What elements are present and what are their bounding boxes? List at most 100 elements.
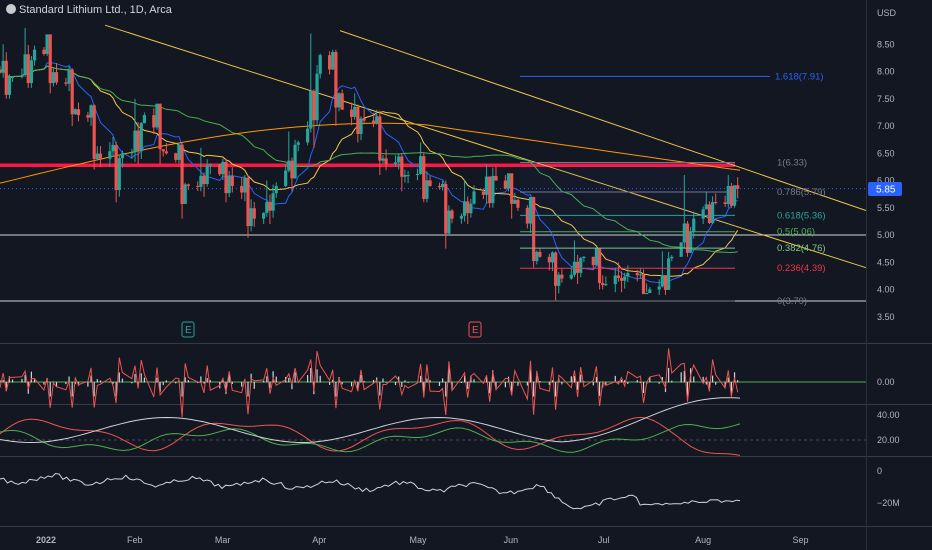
candle-body[interactable]: [152, 115, 156, 128]
candle-body[interactable]: [447, 210, 451, 234]
candle-body[interactable]: [133, 130, 137, 153]
candle-body[interactable]: [648, 289, 652, 293]
oscillator-pane[interactable]: 0.00: [0, 348, 895, 418]
candle-body[interactable]: [591, 256, 595, 266]
price-pane[interactable]: [0, 24, 867, 302]
candle-body[interactable]: [174, 153, 178, 160]
candle-body[interactable]: [444, 183, 448, 234]
candle-body[interactable]: [472, 191, 476, 204]
volume-oscillator-pane[interactable]: 0 −20M: [0, 466, 900, 510]
candle-body[interactable]: [284, 170, 288, 186]
fib-extension[interactable]: 1.618(7.91) 1(6.33) 0.786(5.79) 0.618(5.36)…: [520, 71, 826, 307]
candle-body[interactable]: [626, 273, 630, 277]
candle-body[interactable]: [513, 199, 517, 204]
candle-body[interactable]: [48, 34, 52, 84]
candle-body[interactable]: [685, 223, 690, 253]
candle-body[interactable]: [73, 109, 77, 115]
candle-body[interactable]: [616, 275, 621, 278]
candle-body[interactable]: [657, 286, 661, 290]
candle-body[interactable]: [111, 144, 115, 152]
candle-body[interactable]: [161, 149, 165, 152]
candle-body[interactable]: [155, 103, 159, 128]
candle-body[interactable]: [4, 60, 8, 95]
candle-body[interactable]: [89, 105, 93, 118]
candle-body[interactable]: [663, 275, 668, 290]
candle-body[interactable]: [707, 204, 712, 224]
candle-body[interactable]: [249, 208, 253, 227]
candle-body[interactable]: [635, 273, 639, 276]
candle-body[interactable]: [221, 161, 225, 175]
candle-body[interactable]: [246, 177, 250, 227]
candle-body[interactable]: [619, 277, 624, 281]
candle-body[interactable]: [371, 120, 376, 124]
candle-body[interactable]: [575, 261, 580, 273]
candle-body[interactable]: [293, 144, 297, 179]
candle-body[interactable]: [337, 93, 341, 108]
candle-body[interactable]: [645, 292, 649, 295]
candle-body[interactable]: [218, 164, 222, 175]
candle-body[interactable]: [271, 193, 275, 211]
candle-body[interactable]: [557, 274, 561, 286]
candle-body[interactable]: [136, 130, 140, 152]
candle-body[interactable]: [638, 274, 642, 276]
candle-body[interactable]: [484, 176, 489, 195]
candle-body[interactable]: [120, 153, 125, 159]
candle-body[interactable]: [506, 173, 511, 189]
candle-body[interactable]: [265, 202, 269, 213]
candle-body[interactable]: [667, 258, 671, 290]
candle-body[interactable]: [406, 175, 410, 177]
candle-body[interactable]: [469, 203, 473, 214]
candle-body[interactable]: [331, 52, 335, 70]
candle-body[interactable]: [252, 208, 256, 219]
candle-body[interactable]: [494, 175, 498, 181]
candle-body[interactable]: [641, 274, 646, 295]
candle-body[interactable]: [180, 144, 184, 205]
candle-body[interactable]: [689, 231, 693, 253]
candle-body[interactable]: [29, 60, 33, 84]
candle-body[interactable]: [547, 256, 551, 263]
candle-body[interactable]: [604, 284, 608, 286]
candle-body[interactable]: [660, 275, 664, 287]
candle-body[interactable]: [306, 128, 310, 143]
candle-body[interactable]: [0, 71, 2, 73]
candle-body[interactable]: [1, 60, 5, 73]
candle-body[interactable]: [488, 176, 492, 204]
candle-body[interactable]: [381, 158, 385, 161]
candle-body[interactable]: [560, 274, 564, 279]
candle-body[interactable]: [601, 283, 605, 286]
candle-body[interactable]: [736, 185, 740, 189]
candle-body[interactable]: [613, 275, 617, 285]
candle-body[interactable]: [20, 75, 24, 77]
candle-body[interactable]: [268, 202, 272, 211]
candle-body[interactable]: [117, 158, 121, 191]
trendline[interactable]: [104, 24, 867, 269]
candle-body[interactable]: [459, 215, 464, 219]
candle-body[interactable]: [243, 177, 247, 193]
candle-body[interactable]: [732, 185, 737, 206]
candle-body[interactable]: [224, 161, 228, 194]
candle-body[interactable]: [670, 256, 674, 259]
candle-body[interactable]: [177, 144, 181, 160]
candlesticks[interactable]: [0, 27, 740, 301]
candle-body[interactable]: [701, 209, 705, 219]
candle-body[interactable]: [441, 183, 445, 188]
candle-body[interactable]: [262, 212, 266, 219]
candle-body[interactable]: [516, 199, 520, 208]
candle-body[interactable]: [196, 185, 200, 187]
candle-body[interactable]: [594, 248, 599, 266]
candle-body[interactable]: [51, 72, 55, 84]
candle-body[interactable]: [679, 242, 683, 257]
candle-body[interactable]: [375, 116, 379, 124]
candle-body[interactable]: [130, 152, 134, 154]
candle-body[interactable]: [26, 54, 30, 84]
candle-body[interactable]: [64, 82, 68, 84]
candle-body[interactable]: [45, 34, 49, 54]
candle-body[interactable]: [340, 93, 344, 110]
trendline[interactable]: [339, 30, 867, 211]
candle-body[interactable]: [108, 151, 112, 159]
candle-body[interactable]: [309, 91, 313, 129]
symbol-header[interactable]: Standard Lithium Ltd., 1D, Arca: [6, 4, 172, 16]
candle-body[interactable]: [425, 180, 429, 199]
candle-body[interactable]: [7, 77, 12, 95]
candle-body[interactable]: [328, 55, 332, 70]
